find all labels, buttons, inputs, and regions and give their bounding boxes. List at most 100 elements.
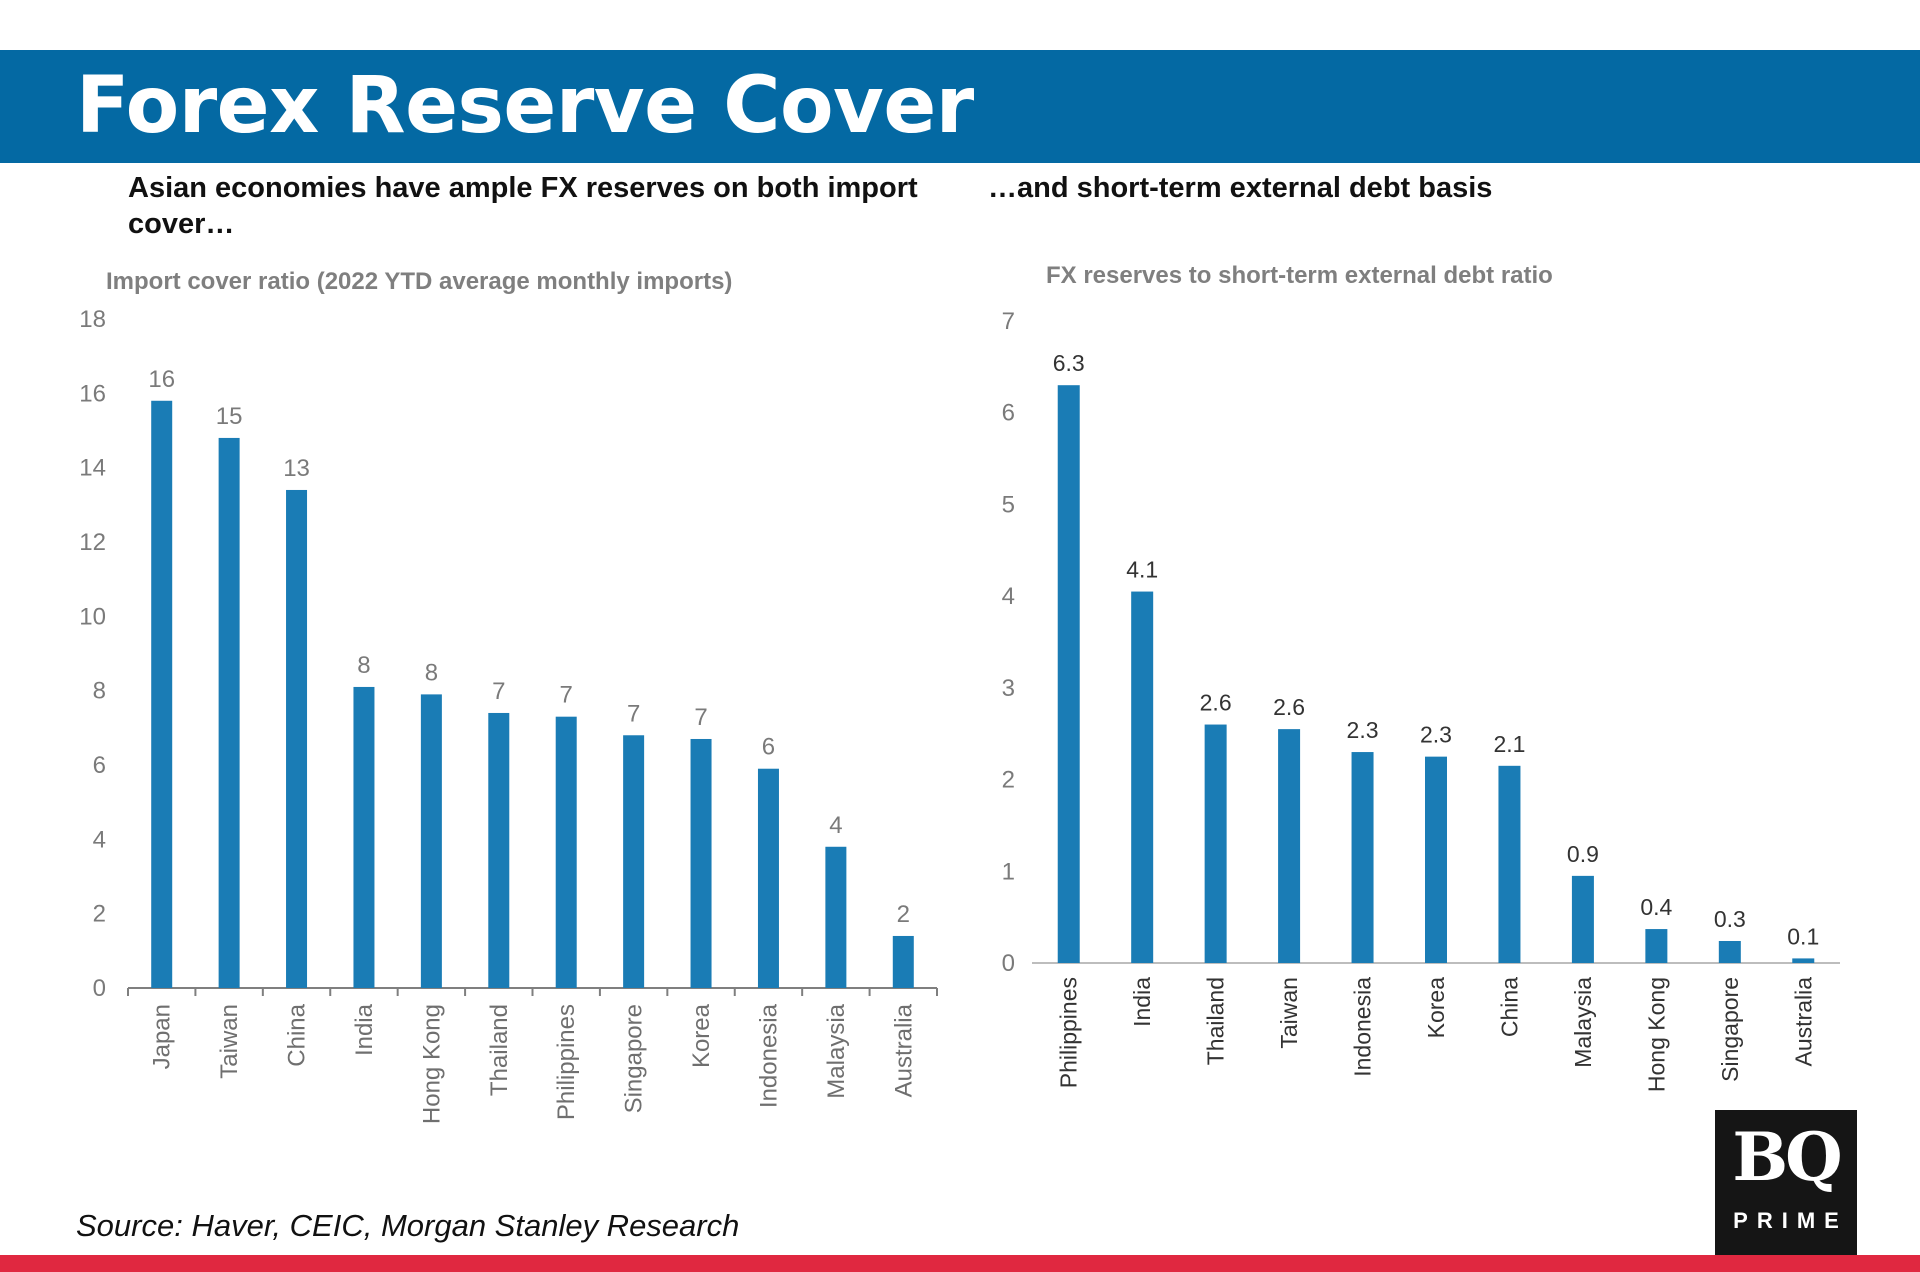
data-label: 8 xyxy=(425,659,438,686)
category-label: India xyxy=(1129,977,1155,1027)
title-banner: Forex Reserve Cover xyxy=(0,50,1920,163)
bar-china xyxy=(286,489,308,988)
category-label: India xyxy=(351,1003,378,1056)
y-tick-label: 7 xyxy=(1002,308,1015,335)
bar-korea xyxy=(690,738,712,988)
bar-malaysia xyxy=(1571,875,1594,963)
data-label: 7 xyxy=(627,700,640,727)
source-note: Source: Haver, CEIC, Morgan Stanley Rese… xyxy=(76,1208,740,1243)
y-tick-label: 10 xyxy=(79,603,106,630)
fx-reserves-debt-chart: FX reserves to short-term external debt … xyxy=(1002,262,1840,1092)
bar-philippines xyxy=(555,716,577,988)
category-label: Australia xyxy=(1790,977,1816,1067)
bar-hong-kong xyxy=(1645,929,1668,963)
data-label: 4.1 xyxy=(1126,557,1158,583)
data-label: 2.3 xyxy=(1420,722,1452,748)
data-label: 8 xyxy=(357,652,370,679)
bar-australia xyxy=(1792,958,1815,963)
logo-subtitle: PRIME xyxy=(1733,1208,1848,1233)
bq-prime-logo: BQ PRIME xyxy=(1715,1110,1857,1255)
category-label: China xyxy=(284,1003,311,1066)
bar-australia xyxy=(892,935,914,988)
bar-thailand xyxy=(488,712,510,988)
category-label: Taiwan xyxy=(216,1004,243,1079)
y-tick-label: 12 xyxy=(79,529,106,556)
category-label: Taiwan xyxy=(1276,977,1302,1049)
data-label: 16 xyxy=(148,366,175,393)
category-label: Malaysia xyxy=(1570,977,1596,1068)
bar-korea xyxy=(1425,756,1447,963)
category-label: Indonesia xyxy=(755,1003,782,1108)
y-tick-label: 6 xyxy=(1002,400,1015,427)
bar-hong-kong xyxy=(420,694,442,988)
bar-philippines xyxy=(1057,385,1080,963)
data-label: 7 xyxy=(560,682,573,709)
category-label: Japan xyxy=(149,1004,176,1069)
category-label: Hong Kong xyxy=(1643,977,1669,1092)
bar-india xyxy=(1131,591,1154,963)
y-tick-label: 1 xyxy=(1002,858,1015,885)
bar-japan xyxy=(151,400,173,988)
category-label: China xyxy=(1496,977,1522,1037)
bar-thailand xyxy=(1204,724,1227,963)
data-label: 4 xyxy=(829,812,842,839)
category-label: Indonesia xyxy=(1350,977,1376,1077)
y-tick-label: 18 xyxy=(79,306,106,333)
data-label: 2 xyxy=(897,901,910,928)
data-label: 0.4 xyxy=(1640,894,1672,920)
data-label: 0.1 xyxy=(1787,923,1819,949)
data-label: 7 xyxy=(492,678,505,705)
left-chart-heading: Asian economies have ample FX reserves o… xyxy=(128,172,918,240)
bar-indonesia xyxy=(1351,752,1374,963)
category-label: Australia xyxy=(890,1003,917,1097)
y-tick-label: 0 xyxy=(1002,950,1015,977)
category-label: Philippines xyxy=(1056,977,1082,1088)
data-label: 7 xyxy=(694,704,707,731)
bar-singapore xyxy=(1718,940,1741,963)
import-cover-chart: Import cover ratio (2022 YTD average mon… xyxy=(79,268,938,1124)
data-label: 6.3 xyxy=(1053,350,1085,376)
category-label: Thailand xyxy=(486,1004,513,1096)
category-label: Korea xyxy=(688,1003,715,1068)
data-label: 13 xyxy=(283,455,310,482)
bar-taiwan xyxy=(218,437,240,988)
y-tick-label: 16 xyxy=(79,380,106,407)
data-label: 2.6 xyxy=(1273,694,1305,720)
y-tick-label: 4 xyxy=(93,826,106,853)
footer-accent-bar xyxy=(0,1255,1920,1272)
y-tick-label: 6 xyxy=(93,752,106,779)
data-label: 2.3 xyxy=(1347,717,1379,743)
y-tick-label: 8 xyxy=(93,678,106,705)
logo-mark: BQ xyxy=(1732,1118,1842,1196)
category-label: Korea xyxy=(1423,977,1449,1039)
page-title: Forex Reserve Cover xyxy=(76,61,974,151)
data-label: 0.9 xyxy=(1567,841,1599,867)
bar-china xyxy=(1498,765,1521,963)
bar-malaysia xyxy=(825,846,847,988)
bar-india xyxy=(353,686,375,988)
y-tick-label: 14 xyxy=(79,455,106,482)
bar-taiwan xyxy=(1278,729,1301,963)
y-tick-label: 2 xyxy=(1002,767,1015,794)
data-label: 2.6 xyxy=(1200,690,1232,716)
category-label: Malaysia xyxy=(823,1003,850,1098)
category-label: Hong Kong xyxy=(418,1004,445,1124)
y-tick-label: 3 xyxy=(1002,675,1015,702)
bar-indonesia xyxy=(757,768,779,988)
category-label: Thailand xyxy=(1203,977,1229,1065)
chart-title: FX reserves to short-term external debt … xyxy=(1046,262,1553,289)
data-label: 2.1 xyxy=(1493,731,1525,757)
y-tick-label: 2 xyxy=(93,901,106,928)
y-tick-label: 0 xyxy=(93,975,106,1002)
bar-singapore xyxy=(623,735,645,988)
y-tick-label: 5 xyxy=(1002,491,1015,518)
data-label: 15 xyxy=(216,403,243,430)
y-tick-label: 4 xyxy=(1002,583,1015,610)
category-label: Singapore xyxy=(621,1004,648,1113)
data-label: 6 xyxy=(762,734,775,761)
category-label: Philippines xyxy=(553,1004,580,1120)
chart-title: Import cover ratio (2022 YTD average mon… xyxy=(106,268,732,295)
data-label: 0.3 xyxy=(1714,906,1746,932)
right-chart-heading: …and short-term external debt basis xyxy=(988,172,1493,204)
